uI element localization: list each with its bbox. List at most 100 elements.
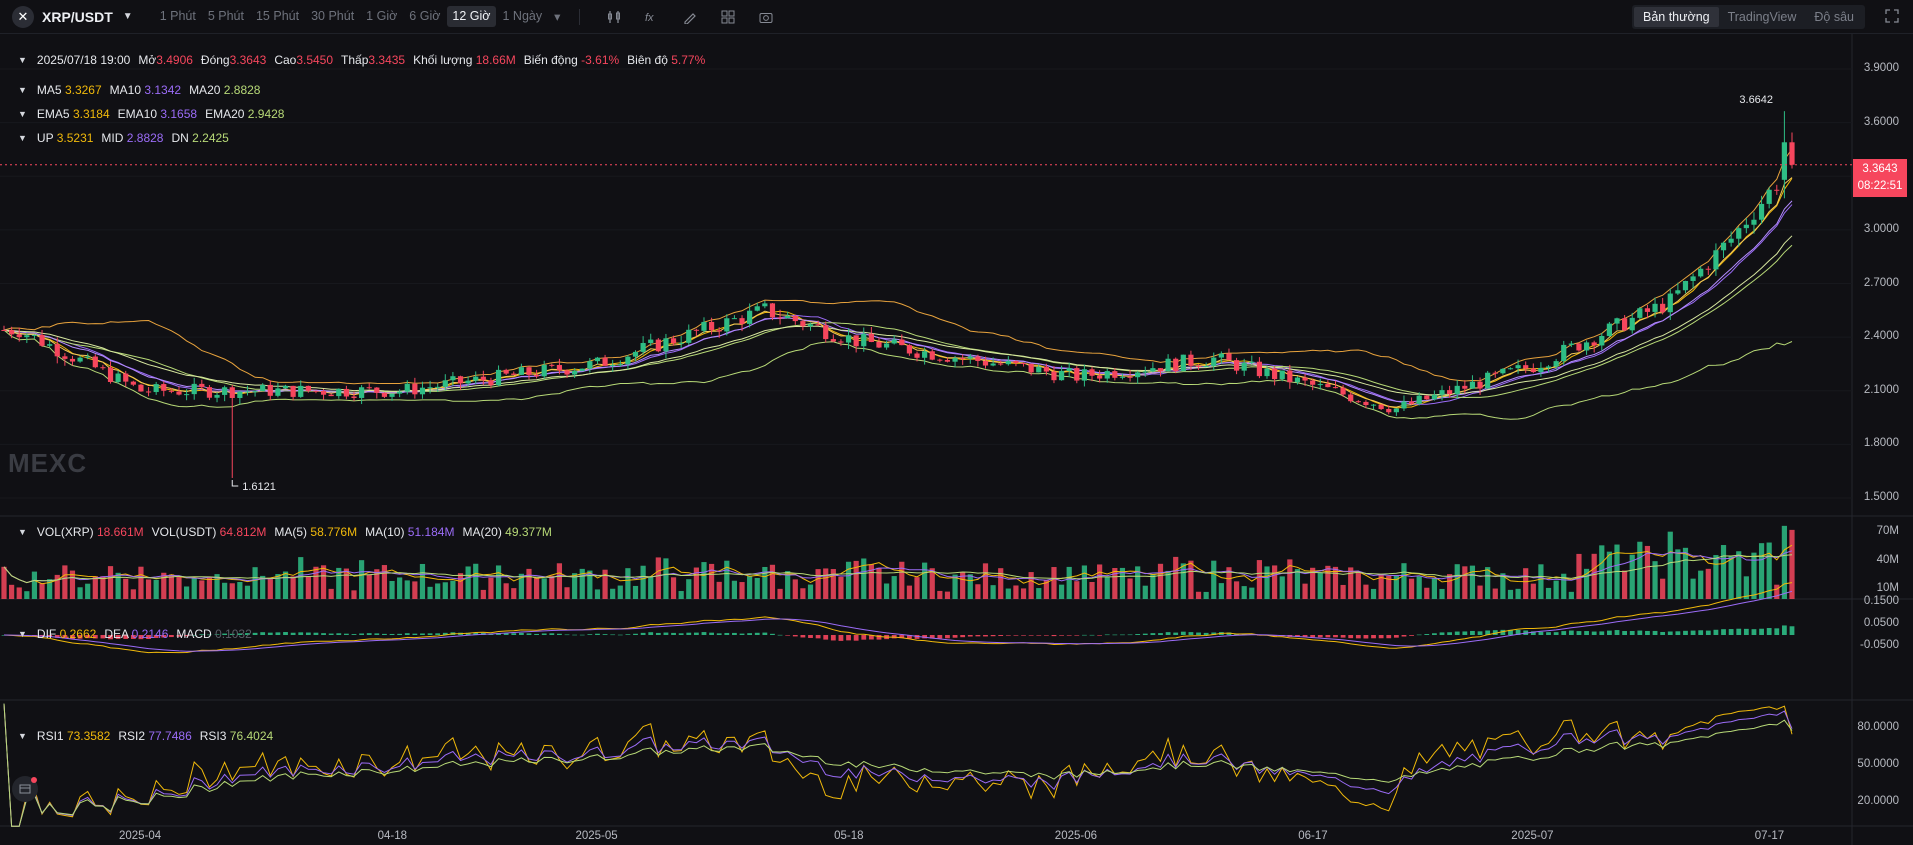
boll-lower-line: [3, 329, 1793, 420]
ma20-value: 2.8828: [223, 83, 261, 97]
view-standard[interactable]: Bản thường: [1633, 7, 1719, 27]
collapse-chevron-icon[interactable]: ▼: [18, 109, 27, 119]
macd-histogram-bar: [534, 633, 539, 635]
candle-body: [769, 303, 776, 318]
candle-body: [100, 367, 106, 369]
macd-histogram-bar: [222, 633, 228, 635]
volume-bar: [1477, 585, 1483, 599]
macd-histogram-bar: [275, 632, 281, 635]
macd-histogram-bar: [366, 633, 372, 635]
macd-histogram-bar: [1553, 632, 1559, 635]
volume-bar: [1667, 531, 1673, 599]
macd-histogram-bar: [123, 635, 129, 639]
macd-histogram-bar: [808, 635, 813, 638]
volume-bar: [1660, 578, 1666, 599]
volume-bar: [359, 560, 365, 599]
collapse-chevron-icon[interactable]: ▼: [18, 731, 27, 741]
macd-histogram-bar: [640, 632, 646, 635]
macd-histogram-bar: [511, 633, 517, 635]
ohlc-legend: ▼ 2025/07/18 19:00 Mở3.4906 Đóng3.3643 C…: [18, 53, 705, 67]
volume-bar: [473, 563, 479, 599]
volume-bar: [1370, 588, 1377, 599]
indicator-icon[interactable]: fx: [644, 9, 660, 25]
collapse-chevron-icon[interactable]: ▼: [18, 133, 27, 143]
interval-30m[interactable]: 30 Phút: [311, 9, 355, 23]
macd-histogram-bar: [960, 635, 966, 638]
volume-bar: [1515, 588, 1521, 599]
candle-body: [1, 329, 7, 331]
collapse-chevron-icon[interactable]: ▼: [18, 629, 27, 639]
symbol-selector[interactable]: XRP/USDT ▼: [42, 9, 133, 25]
volume-bar: [1013, 585, 1019, 599]
camera-icon[interactable]: [758, 9, 774, 25]
interval-12h[interactable]: 12 Giờ: [447, 6, 496, 27]
dif-line: [3, 582, 1793, 654]
kline-canvas[interactable]: 3.6642 1.6121: [0, 34, 1913, 845]
candle-body: [526, 367, 532, 375]
candle-body: [1058, 370, 1065, 381]
candle-body: [1447, 390, 1453, 395]
volume-bar: [184, 586, 190, 599]
volume-bar: [610, 588, 616, 599]
volume-bar: [625, 568, 631, 599]
volume-bar: [1728, 556, 1734, 599]
candle-body: [1568, 343, 1574, 345]
view-tradingview[interactable]: TradingView: [1727, 10, 1797, 24]
macd-histogram-bar: [1728, 629, 1734, 635]
date-axis-label: 2025-05: [575, 830, 618, 842]
volume-bar: [1005, 588, 1011, 599]
close-value: 3.3643: [229, 53, 267, 67]
collapse-chevron-icon[interactable]: ▼: [18, 85, 27, 95]
kline-chart[interactable]: 3.6642 1.6121: [0, 34, 1913, 845]
high-label: Cao: [274, 53, 297, 67]
macd-histogram-bar: [975, 635, 981, 637]
volume-bar: [1340, 584, 1346, 599]
interval-1d[interactable]: 1 Ngày: [502, 9, 543, 23]
candle-body: [1576, 343, 1582, 351]
vol-xrp-label: VOL(XRP): [36, 525, 94, 539]
macd-histogram-bar: [1066, 635, 1072, 636]
volume-bar: [708, 563, 715, 599]
volume-bar: [153, 579, 159, 599]
volume-bar: [31, 571, 38, 599]
interval-1m[interactable]: 1 Phút: [159, 9, 196, 23]
macd-histogram-bar: [602, 634, 608, 635]
macd-histogram-bar: [1097, 635, 1103, 636]
volume-bar: [16, 587, 22, 599]
interval-5m[interactable]: 5 Phút: [207, 9, 244, 23]
candle-body: [1660, 303, 1666, 313]
collapse-chevron-icon[interactable]: ▼: [18, 55, 27, 65]
candle-type-icon[interactable]: [606, 9, 622, 25]
interval-15m[interactable]: 15 Phút: [255, 9, 300, 23]
candle-body: [1644, 308, 1651, 312]
volume-bar: [1675, 549, 1681, 599]
volume-bar: [1599, 545, 1605, 599]
candle-body: [1515, 365, 1521, 369]
macd-histogram-bar: [1546, 632, 1551, 635]
interval-6h[interactable]: 6 Giờ: [409, 9, 441, 23]
draw-icon[interactable]: [682, 9, 698, 25]
macd-histogram-bar: [655, 632, 661, 635]
candle-body: [130, 381, 136, 385]
volume-bar: [260, 575, 266, 599]
volume-bar: [632, 585, 639, 599]
volume-bar: [1462, 566, 1468, 599]
macd-histogram-bar: [922, 635, 928, 639]
rsi3-value: 76.4024: [229, 729, 274, 743]
interval-1h[interactable]: 1 Giờ: [366, 9, 398, 23]
layout-icon[interactable]: [720, 9, 736, 25]
interval-more-chevron-icon[interactable]: ▾: [554, 10, 561, 24]
vol-usdt-value: 64.812M: [219, 525, 267, 539]
candle-body: [397, 391, 403, 394]
fullscreen-icon[interactable]: [1885, 9, 1901, 25]
volume-bar: [511, 588, 517, 599]
macd-histogram-bar: [237, 633, 243, 635]
volume-bar: [1500, 573, 1506, 599]
collapse-chevron-icon[interactable]: ▼: [18, 527, 27, 537]
volume-bar: [693, 567, 699, 599]
view-depth[interactable]: Độ sâu: [1814, 10, 1854, 24]
volume-bar: [495, 565, 502, 599]
candle-body: [625, 356, 631, 365]
vol-ma10-value: 51.184M: [407, 525, 455, 539]
chart-settings-button[interactable]: [12, 776, 38, 802]
